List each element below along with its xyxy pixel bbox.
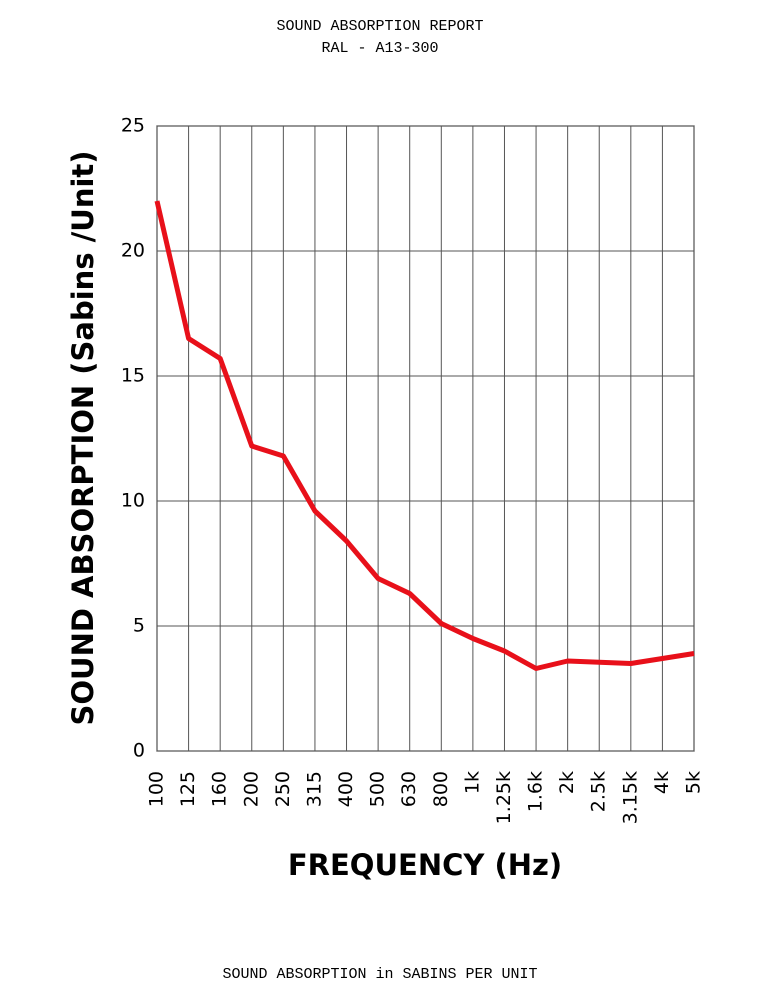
x-tick-label: 500 <box>367 771 389 807</box>
y-tick-label: 0 <box>133 740 145 762</box>
x-tick-label: 5k <box>683 771 705 794</box>
x-tick-label: 315 <box>303 771 325 807</box>
x-tick-label: 200 <box>240 771 262 807</box>
chart-title: SOUND ABSORPTION REPORT <box>276 18 483 35</box>
y-axis-label: SOUND ABSORPTION (Sabins /Unit) <box>66 150 100 725</box>
line <box>154 200 695 671</box>
x-tick-label: 1.25k <box>493 771 515 824</box>
chart-subtitle: RAL - A13-300 <box>321 40 438 57</box>
x-tick-label: 1.6k <box>525 771 547 812</box>
x-tick-label: 400 <box>335 771 357 807</box>
x-tick-label: 160 <box>209 771 231 807</box>
x-tick-label: 4k <box>651 771 673 794</box>
y-tick-label: 5 <box>133 615 145 637</box>
x-tick-label: 125 <box>177 771 199 807</box>
x-tick-label: 1k <box>461 771 483 794</box>
x-tick-label: 3.15k <box>619 771 641 824</box>
x-tick-label: 2k <box>556 771 578 794</box>
plot-frame <box>156 125 695 752</box>
y-tick-label: 10 <box>121 490 145 512</box>
y-tick-label: 20 <box>121 240 145 262</box>
y-tick-label: 15 <box>121 365 145 387</box>
x-tick-label: 630 <box>398 771 420 807</box>
x-tick-label: 100 <box>146 771 168 807</box>
x-axis-label: FREQUENCY (Hz) <box>288 848 562 882</box>
x-tick-label: 2.5k <box>588 771 610 812</box>
y-tick-label: 25 <box>121 115 145 137</box>
x-tick-label: 800 <box>430 771 452 807</box>
footer: SOUND ABSORPTION in SABINS PER UNIT <box>222 966 537 983</box>
x-tick-label: 250 <box>272 771 294 807</box>
